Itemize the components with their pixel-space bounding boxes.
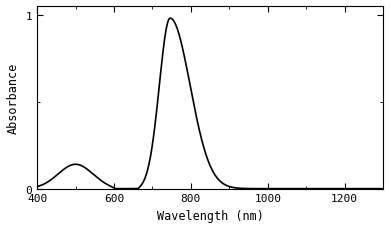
X-axis label: Wavelength (nm): Wavelength (nm) bbox=[157, 209, 264, 222]
Y-axis label: Absorbance: Absorbance bbox=[7, 62, 20, 133]
